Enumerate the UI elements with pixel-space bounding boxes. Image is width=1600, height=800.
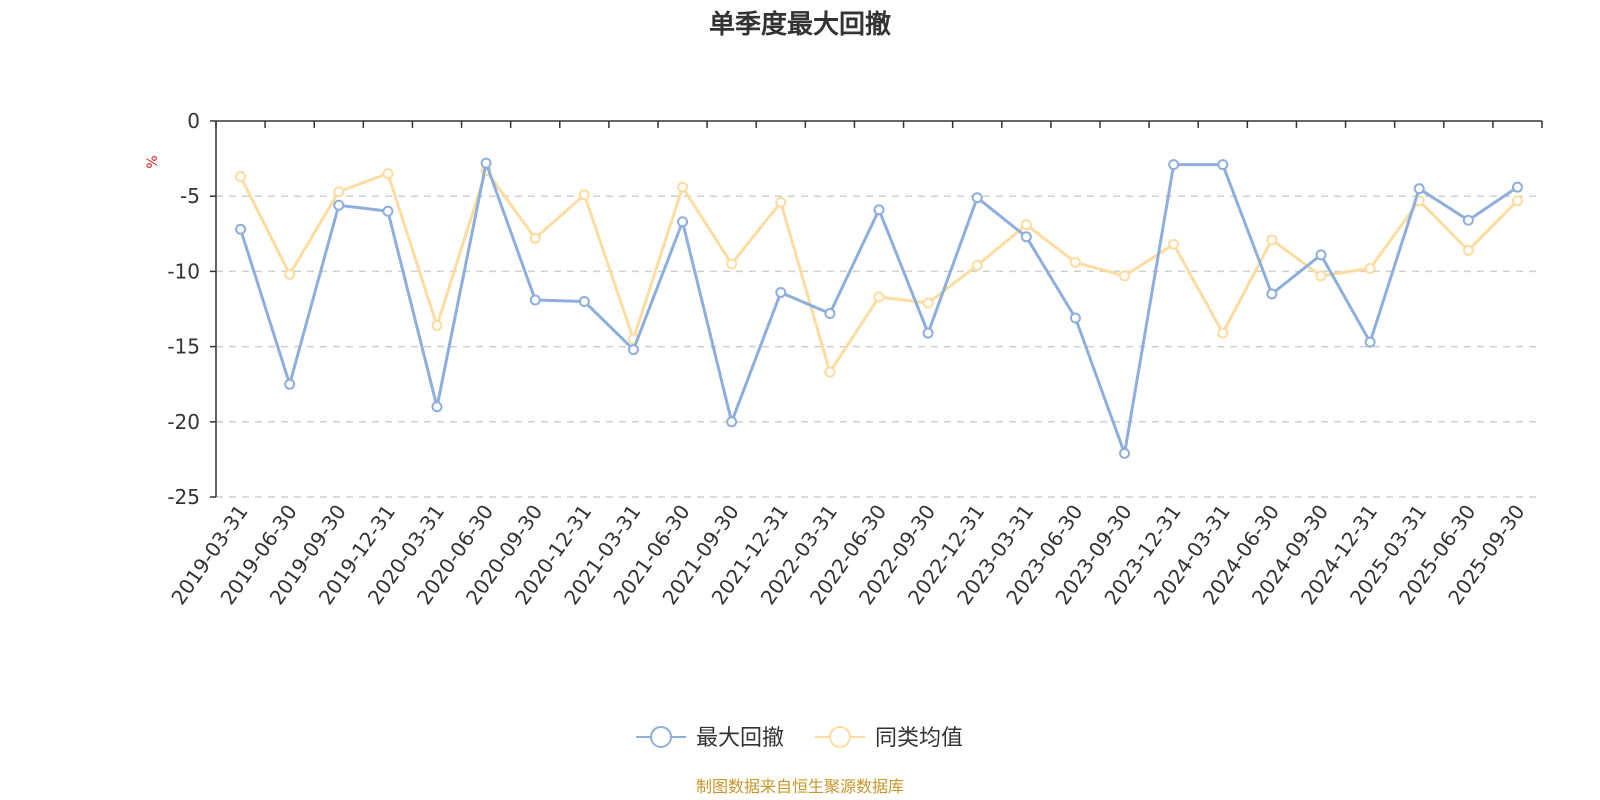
data-point[interactable] (971, 192, 983, 204)
data-point[interactable] (873, 204, 885, 216)
legend-marker-max-drawdown (650, 726, 672, 748)
data-point[interactable] (1168, 238, 1180, 250)
data-point[interactable] (726, 258, 738, 270)
legend-item-peer-average[interactable]: 同类均值 (815, 726, 963, 751)
y-axis-label: % (145, 155, 161, 168)
data-point[interactable] (1511, 195, 1523, 207)
data-point[interactable] (333, 186, 345, 198)
data-point[interactable] (1266, 234, 1278, 246)
chart-title: 单季度最大回撤 (709, 9, 891, 40)
data-point[interactable] (775, 196, 787, 208)
data-point[interactable] (824, 308, 836, 320)
y-tick-label: -10 (167, 259, 200, 283)
data-point[interactable] (1364, 336, 1376, 348)
legend-marker-peer-average (829, 726, 851, 748)
data-source-note: 制图数据来自恒生聚源数据库 (696, 777, 904, 796)
x-tick-labels: 2019-03-312019-06-302019-09-302019-12-31… (166, 500, 1529, 609)
axes (210, 120, 1543, 498)
grid-lines (216, 195, 1542, 498)
series-group (235, 157, 1523, 459)
data-point[interactable] (1119, 447, 1131, 459)
y-tick-label: 0 (187, 109, 200, 133)
data-point[interactable] (578, 295, 590, 307)
data-point[interactable] (824, 366, 836, 378)
data-point[interactable] (284, 378, 296, 390)
data-point[interactable] (1069, 312, 1081, 324)
data-point[interactable] (431, 401, 443, 413)
data-point[interactable] (726, 416, 738, 428)
data-point[interactable] (1462, 244, 1474, 256)
data-point[interactable] (1168, 159, 1180, 171)
data-point[interactable] (333, 199, 345, 211)
data-point[interactable] (1462, 214, 1474, 226)
data-point[interactable] (1020, 231, 1032, 243)
data-point[interactable] (1511, 181, 1523, 193)
data-point[interactable] (382, 168, 394, 180)
data-point[interactable] (1315, 249, 1327, 261)
data-point[interactable] (677, 181, 689, 193)
data-point[interactable] (775, 286, 787, 298)
data-point[interactable] (677, 216, 689, 228)
data-point[interactable] (1364, 262, 1376, 274)
data-point[interactable] (873, 291, 885, 303)
data-point[interactable] (382, 205, 394, 217)
data-point[interactable] (1217, 159, 1229, 171)
data-point[interactable] (1020, 219, 1032, 231)
legend[interactable]: 最大回撤 同类均值 (636, 726, 963, 751)
data-point[interactable] (529, 232, 541, 244)
data-point[interactable] (1315, 270, 1327, 282)
legend-item-max-drawdown[interactable]: 最大回撤 (636, 726, 784, 751)
y-tick-label: -25 (167, 485, 200, 509)
y-tick-labels: 0 -5 -10 -15 -20 -25 (167, 109, 200, 509)
data-point[interactable] (480, 157, 492, 169)
data-point[interactable] (1217, 327, 1229, 339)
y-tick-label: -15 (167, 335, 200, 359)
data-point[interactable] (1069, 256, 1081, 268)
series-0 (235, 157, 1523, 459)
data-point[interactable] (284, 268, 296, 280)
y-tick-label: -20 (167, 410, 200, 434)
legend-label-max-drawdown: 最大回撤 (696, 726, 784, 751)
data-point[interactable] (1266, 288, 1278, 300)
data-point[interactable] (235, 223, 247, 235)
data-point[interactable] (922, 327, 934, 339)
legend-label-peer-average: 同类均值 (875, 726, 963, 751)
data-point[interactable] (922, 297, 934, 309)
data-point[interactable] (1119, 270, 1131, 282)
y-tick-label: -5 (180, 184, 200, 208)
data-point[interactable] (529, 294, 541, 306)
data-point[interactable] (235, 171, 247, 183)
data-point[interactable] (971, 259, 983, 271)
data-point[interactable] (431, 320, 443, 332)
data-point[interactable] (578, 189, 590, 201)
data-point[interactable] (627, 344, 639, 356)
data-point[interactable] (1413, 183, 1425, 195)
